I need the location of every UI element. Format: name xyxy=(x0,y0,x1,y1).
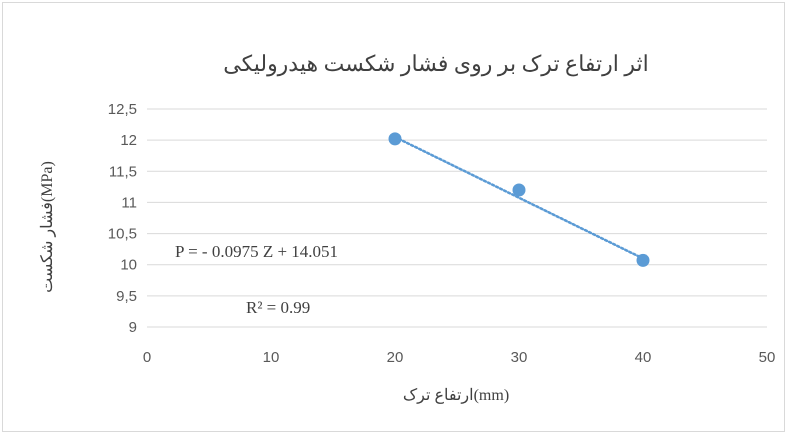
data-points xyxy=(388,132,650,267)
gridlines xyxy=(147,108,767,328)
y-tick-label: 9,5 xyxy=(116,288,137,305)
y-tick-label: 12,5 xyxy=(108,101,137,118)
x-tick-label: 50 xyxy=(759,349,776,366)
scatter-chart: اثر ارتفاع ترک بر روی فشار شکست هیدرولیک… xyxy=(39,51,776,404)
trendline-path xyxy=(393,135,645,260)
data-point xyxy=(636,253,650,267)
x-tick-label: 0 xyxy=(143,349,151,366)
y-tick-label: 11 xyxy=(121,194,137,211)
y-axis-ticks: 9 9,5 10 10,5 11 11,5 12 12,5 xyxy=(108,101,137,336)
x-tick-label: 10 xyxy=(263,349,280,366)
x-axis-label: ارتفاع ترک(mm) xyxy=(403,387,509,404)
r-squared-label: R² = 0.99 xyxy=(246,298,310,317)
y-tick-label: 10,5 xyxy=(108,226,137,243)
x-tick-label: 40 xyxy=(635,349,652,366)
x-tick-label: 30 xyxy=(511,349,528,366)
y-tick-label: 9 xyxy=(129,319,137,336)
y-tick-label: 12 xyxy=(120,132,137,149)
x-axis-ticks: 0 10 20 30 40 50 xyxy=(143,349,776,366)
data-point xyxy=(512,183,526,197)
y-axis-label: فشار شکست(MPa) xyxy=(39,161,56,293)
trendline xyxy=(393,135,645,260)
chart-title: اثر ارتفاع ترک بر روی فشار شکست هیدرولیک… xyxy=(223,51,649,77)
trendline-equation: P = - 0.0975 Z + 14.051 xyxy=(175,242,338,261)
y-tick-label: 11,5 xyxy=(109,163,137,180)
chart-area: اثر ارتفاع ترک بر روی فشار شکست هیدرولیک… xyxy=(2,2,785,432)
y-tick-label: 10 xyxy=(120,257,137,274)
data-point xyxy=(388,132,402,146)
x-tick-label: 20 xyxy=(387,349,404,366)
